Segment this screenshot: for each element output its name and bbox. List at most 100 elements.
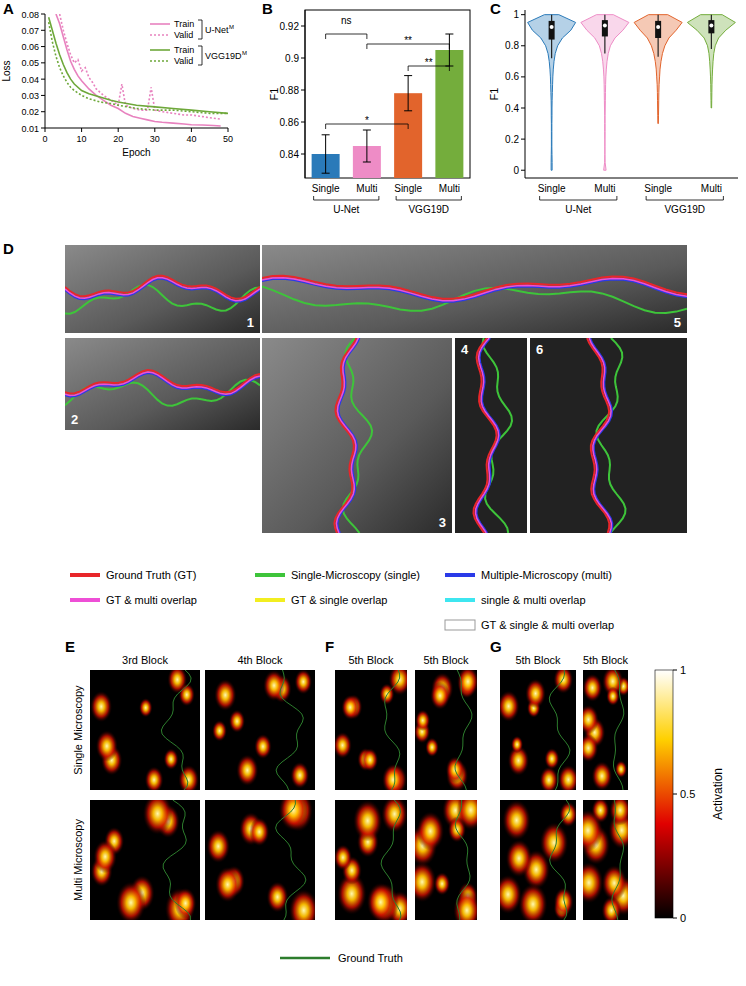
legend-label: Multiple-Microscopy (multi) <box>481 569 612 581</box>
tile-label: 2 <box>71 412 78 427</box>
activation-map <box>335 670 407 790</box>
contour <box>476 338 499 533</box>
group-label: VGG19D <box>408 204 449 215</box>
significance-label: ** <box>425 57 433 68</box>
activation-map <box>583 670 628 790</box>
image-tile <box>262 338 452 533</box>
x-axis-label: Epoch <box>122 147 150 158</box>
activation-blob <box>236 754 258 786</box>
colorbar-tick-label: 1 <box>680 664 686 676</box>
contour <box>262 279 687 302</box>
contour <box>65 278 260 301</box>
image-tile <box>65 245 260 333</box>
column-title: 5th Block <box>515 654 561 666</box>
contour <box>477 338 500 533</box>
tile-label: 1 <box>247 315 254 330</box>
legend-bracket <box>198 46 202 65</box>
y-tick <box>521 170 525 171</box>
legend-label: Ground Truth <box>338 952 403 964</box>
ground-truth-outline <box>276 670 303 790</box>
y-tick-label: 0.05 <box>21 58 39 68</box>
image-background <box>262 338 452 533</box>
group-label: VGG19D <box>664 204 705 215</box>
legend-group-superscript: M <box>242 50 247 56</box>
panel-label: F <box>325 638 334 655</box>
y-tick <box>41 30 45 31</box>
activation-blob <box>164 749 179 770</box>
y-tick-label: 0.08 <box>21 10 39 20</box>
y-tick <box>41 46 45 47</box>
activation-blob <box>583 734 598 762</box>
legend-label: Train <box>174 45 194 55</box>
activation-blob <box>602 865 627 901</box>
legend-swatch <box>70 573 100 577</box>
box <box>655 21 661 38</box>
legend-swatch <box>150 34 170 36</box>
error-bar <box>363 130 371 162</box>
y-axis-label: Loss <box>1 60 12 81</box>
legend-swatch <box>445 573 475 577</box>
activation-blob <box>207 830 230 863</box>
y-tick-label: 0.2 <box>505 134 519 145</box>
activation-blob <box>139 698 153 717</box>
group-label: U-Net <box>333 204 359 215</box>
activation-blob <box>249 818 269 847</box>
activation-blob <box>553 670 573 694</box>
y-tick <box>41 62 45 63</box>
y-tick <box>521 76 525 77</box>
x-axis <box>45 128 228 129</box>
x-tick-label: Multi <box>356 183 377 194</box>
y-tick <box>41 79 45 80</box>
y-tick-label: 0.03 <box>21 91 39 101</box>
image-tile <box>455 338 527 533</box>
y-tick-label: 0.6 <box>505 71 519 82</box>
contour <box>589 338 611 533</box>
activation-map <box>500 670 576 790</box>
x-tick-label: 20 <box>113 134 123 144</box>
activation-blob <box>525 679 546 708</box>
image-background <box>262 245 687 333</box>
ground-truth-outline <box>549 670 570 790</box>
activation-blob <box>583 809 603 851</box>
colorbar-tick-label: 0.5 <box>680 788 695 800</box>
box <box>708 20 714 33</box>
activation-blob <box>215 867 240 903</box>
group-bracket <box>396 196 461 200</box>
contour <box>65 370 260 393</box>
box <box>549 21 555 40</box>
legend-group-label: U-Net <box>205 25 229 35</box>
ground-truth-outline <box>612 800 624 920</box>
median <box>550 25 554 29</box>
map-background <box>205 670 315 790</box>
ground-truth-outline <box>163 800 190 920</box>
y-tick <box>521 14 525 15</box>
row-label: Multi Microscopy <box>72 819 84 901</box>
column-title: 5th Block <box>423 654 469 666</box>
y-tick-label: 0.8 <box>505 40 519 51</box>
activation-blob <box>606 687 619 706</box>
image-tile <box>262 245 687 333</box>
x-tick <box>228 128 229 132</box>
legend-group-superscript: M <box>229 24 234 30</box>
y-tick-label: 0.88 <box>280 85 300 96</box>
column-title: 5th Block <box>583 654 629 666</box>
y-axis-label: F1 <box>488 88 500 101</box>
line-series <box>60 14 221 119</box>
activation-blob <box>519 883 548 920</box>
violin <box>687 15 735 108</box>
y-tick-label: 0.06 <box>21 42 39 52</box>
legend-swatch <box>445 598 475 602</box>
x-tick <box>45 128 46 132</box>
y-tick <box>301 90 305 91</box>
y-tick <box>301 122 305 123</box>
activation-blob <box>500 875 522 914</box>
y-tick-label: 0.86 <box>280 117 300 128</box>
plot-area <box>312 34 464 178</box>
activation-map <box>500 800 576 920</box>
x-tick <box>154 128 155 132</box>
box <box>602 20 608 36</box>
tile-label: 5 <box>674 315 681 330</box>
x-tick <box>191 128 192 132</box>
activation-blob <box>362 748 378 771</box>
line-series <box>49 22 228 113</box>
